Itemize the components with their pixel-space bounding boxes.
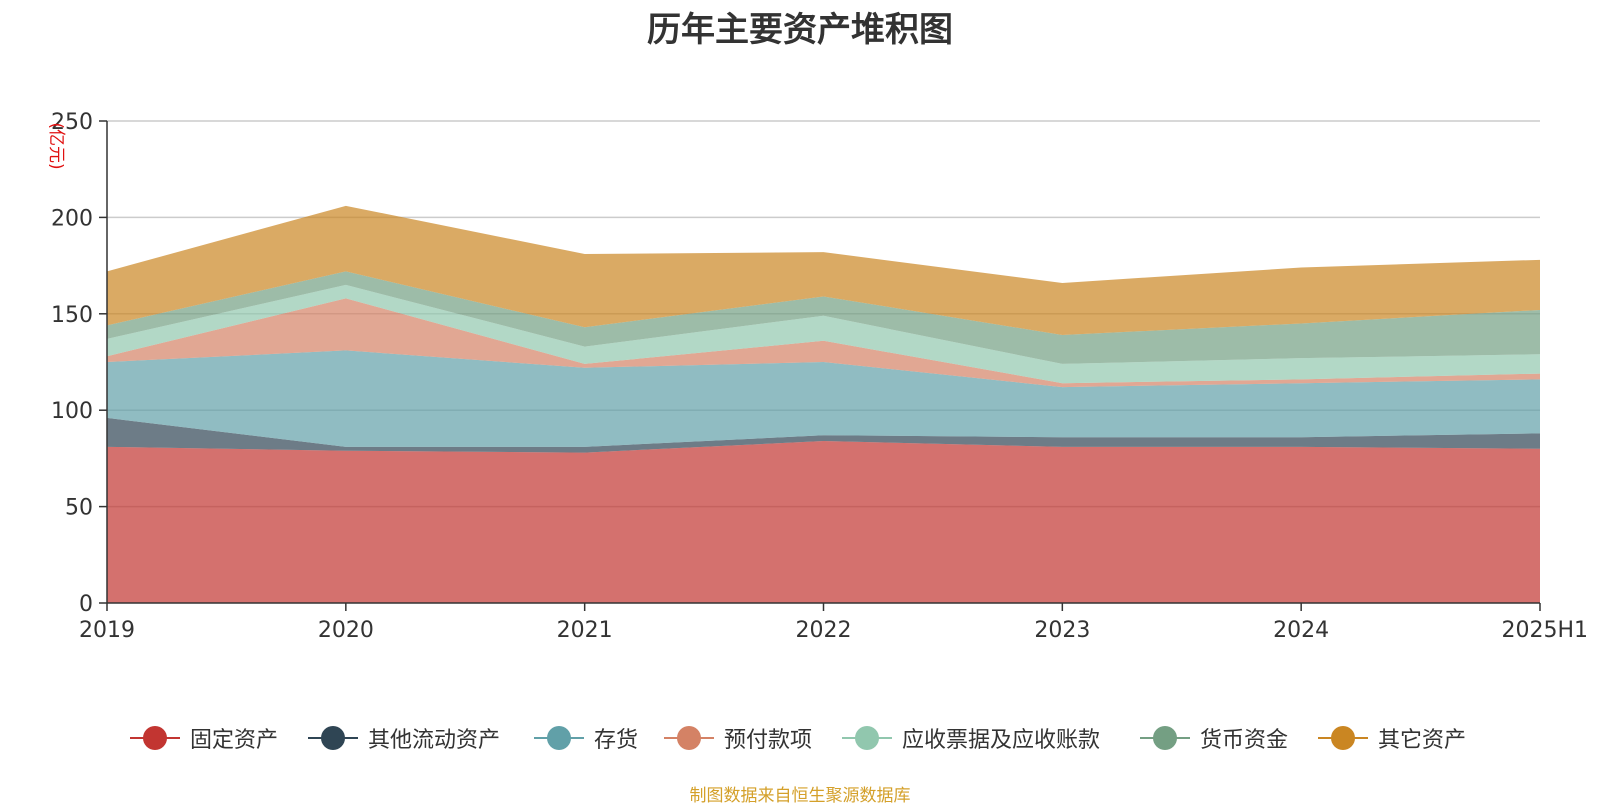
area-series-6 xyxy=(107,205,1540,336)
y-tick-label: 100 xyxy=(51,399,93,424)
area-series-5 xyxy=(107,271,1540,364)
x-tick-label: 2020 xyxy=(318,618,374,643)
x-tick-label: 2023 xyxy=(1034,618,1090,643)
x-tick-label: 2024 xyxy=(1273,618,1329,643)
y-axis-unit-label: (亿元) xyxy=(46,122,66,169)
x-tick-label: 2021 xyxy=(557,618,613,643)
legend-label: 其它资产 xyxy=(1378,728,1467,753)
legend-label: 存货 xyxy=(594,728,639,753)
y-tick-label: 50 xyxy=(65,496,93,521)
legend-marker-icon xyxy=(664,723,714,753)
x-tick-label: 2025H1 xyxy=(1501,618,1588,643)
legend-marker-icon xyxy=(1140,723,1190,753)
legend-marker-icon xyxy=(1318,723,1368,753)
area-series-0 xyxy=(107,441,1540,603)
axes: 0 50 100 150 200 250 2019 2020 2021 2022 2023 2024 2… xyxy=(51,110,1588,643)
legend: 固定资产 其他流动资产 存货 预付款项 应收票据及应收账款 货币资金 其它资产 xyxy=(0,718,1600,758)
legend-item[interactable]: 其它资产 xyxy=(1318,718,1466,758)
legend-item[interactable]: 存货 xyxy=(534,718,638,758)
legend-marker-icon xyxy=(130,723,180,753)
legend-marker-icon xyxy=(534,723,584,753)
legend-label: 货币资金 xyxy=(1200,728,1289,753)
area-series-3 xyxy=(107,298,1540,388)
legend-label: 应收票据及应收账款 xyxy=(902,728,1101,753)
legend-label: 预付款项 xyxy=(724,728,813,753)
area-series-1 xyxy=(107,417,1540,453)
legend-item[interactable]: 预付款项 xyxy=(664,718,812,758)
stacked-areas xyxy=(107,205,1540,603)
y-tick-label: 0 xyxy=(79,592,93,617)
legend-label: 固定资产 xyxy=(190,728,279,753)
chart-title: 历年主要资产堆积图 xyxy=(647,10,953,50)
area-series-2 xyxy=(107,350,1540,447)
legend-item[interactable]: 其他流动资产 xyxy=(308,718,500,758)
source-note: 制图数据来自恒生聚源数据库 xyxy=(689,786,911,806)
y-tick-label: 250 xyxy=(51,110,93,135)
legend-item[interactable]: 应收票据及应收账款 xyxy=(842,718,1100,758)
y-tick-label: 200 xyxy=(51,206,93,231)
legend-marker-icon xyxy=(842,723,892,753)
area-series-4 xyxy=(107,284,1540,384)
legend-marker-icon xyxy=(308,723,358,753)
x-tick-label: 2022 xyxy=(796,618,852,643)
y-tick-label: 150 xyxy=(51,303,93,328)
legend-item[interactable]: 固定资产 xyxy=(130,718,278,758)
legend-item[interactable]: 货币资金 xyxy=(1140,718,1288,758)
legend-label: 其他流动资产 xyxy=(368,728,501,753)
x-tick-label: 2019 xyxy=(79,618,135,643)
